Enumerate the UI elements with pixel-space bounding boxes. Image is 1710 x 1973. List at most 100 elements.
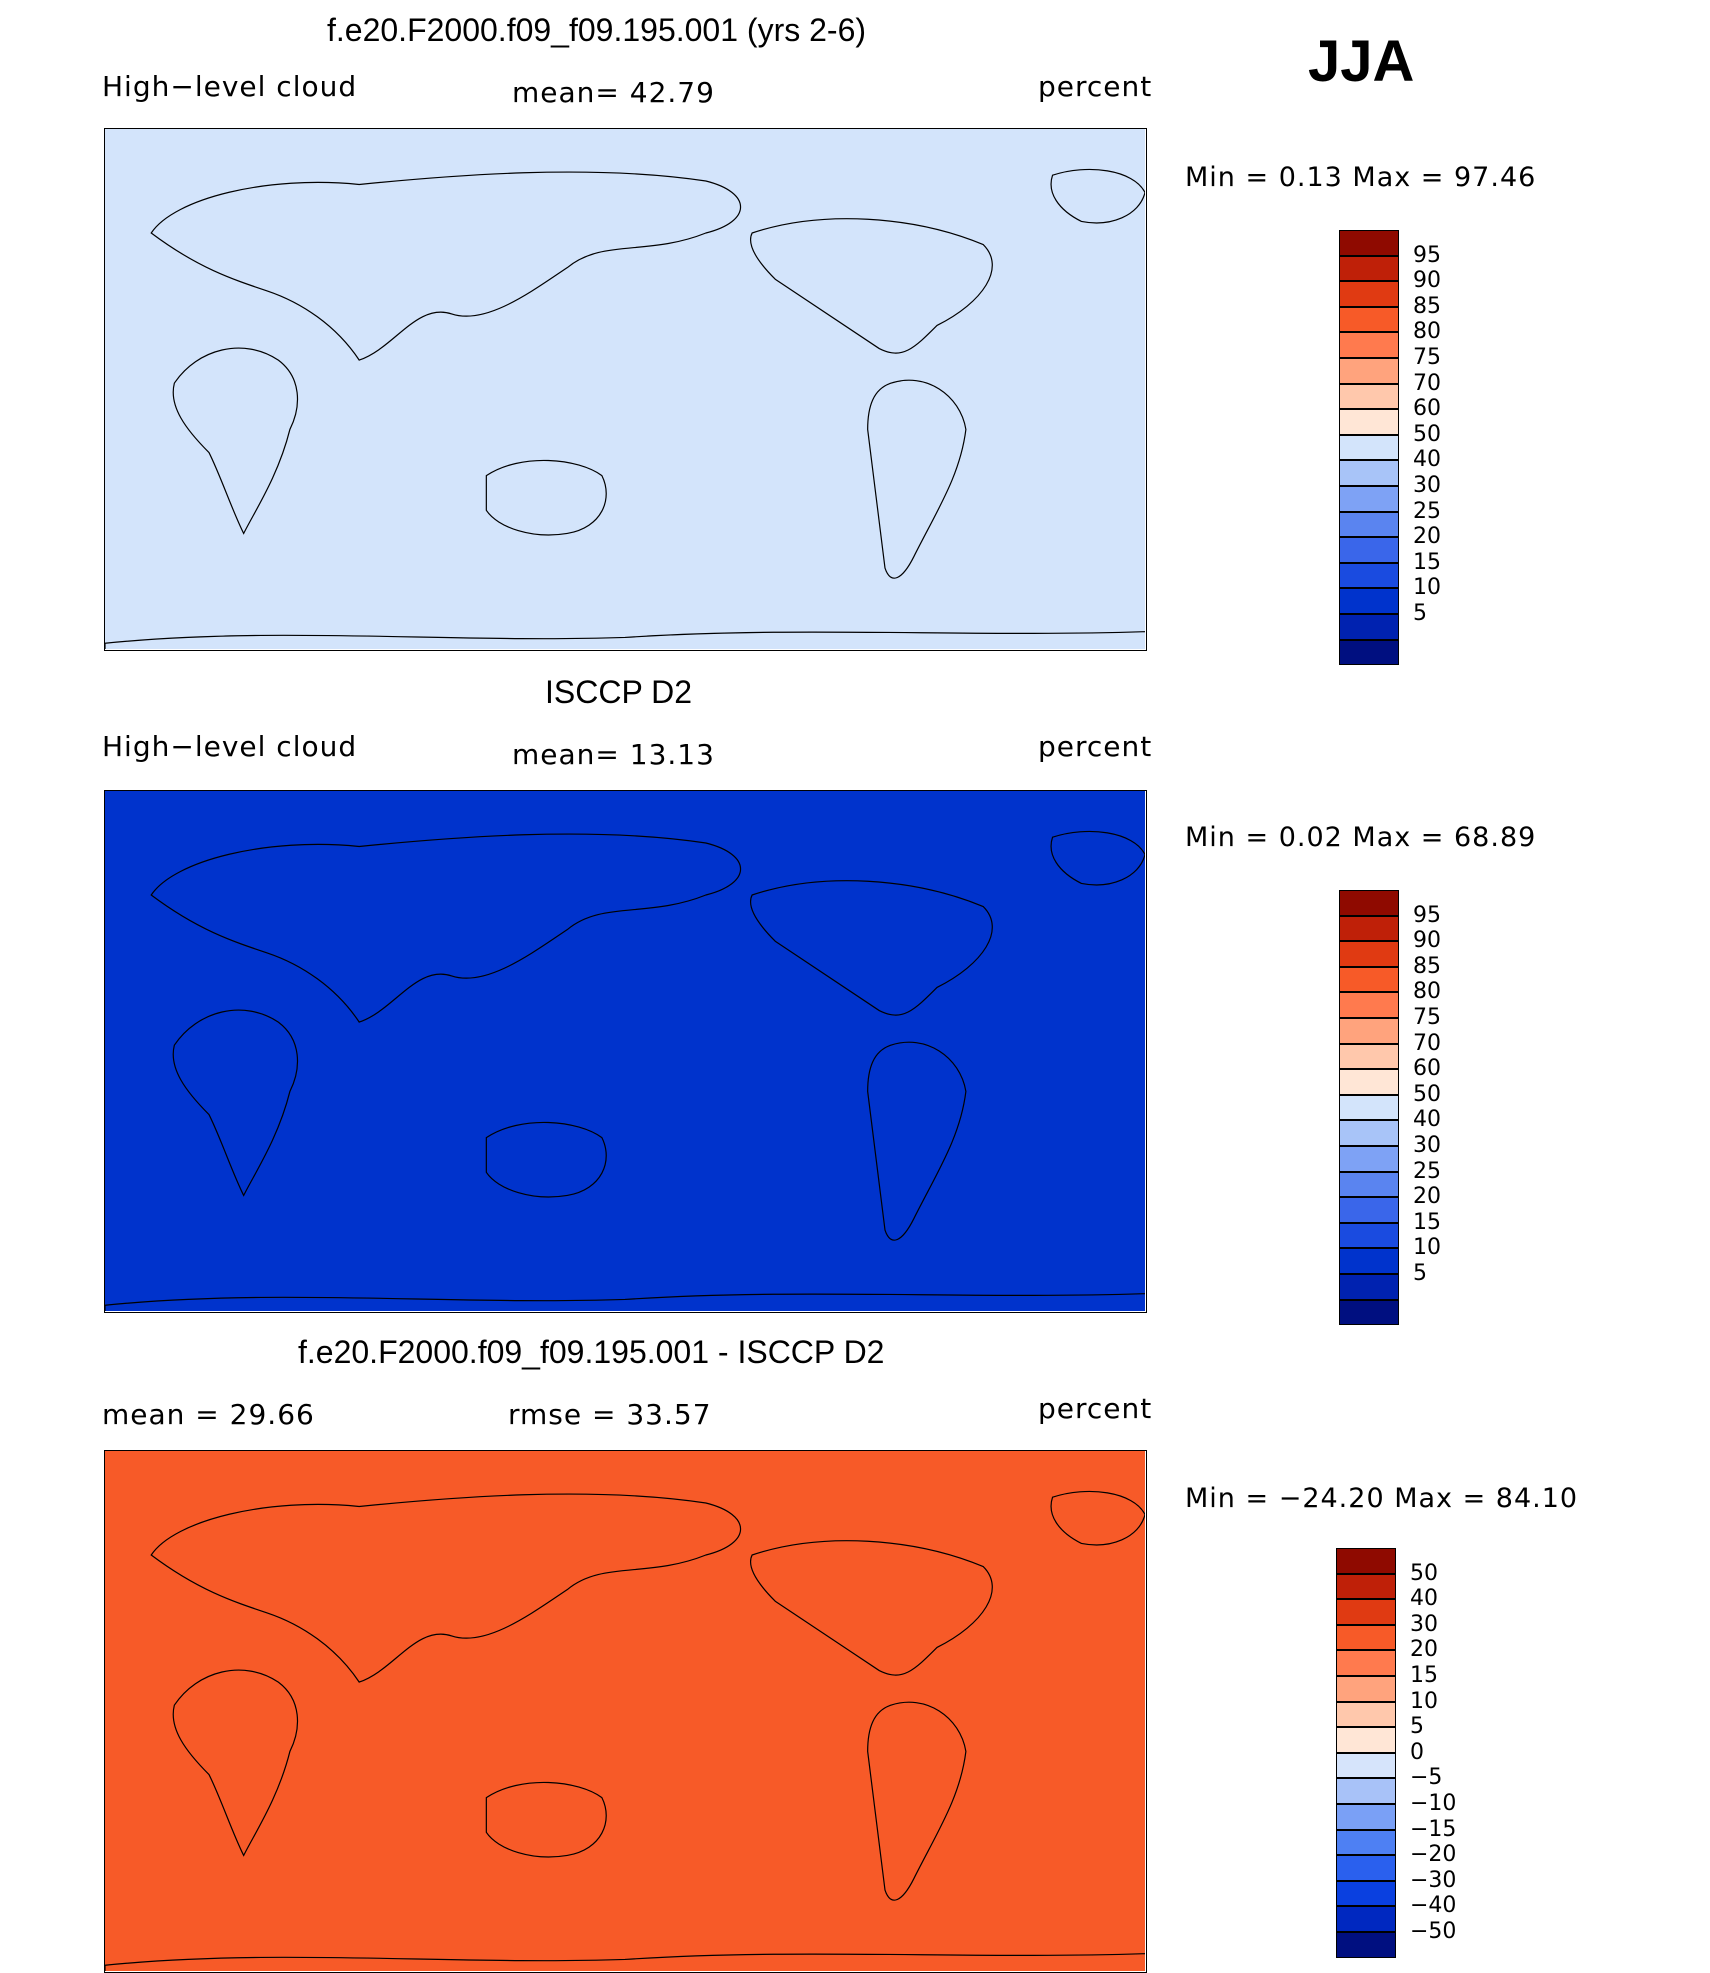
- colorbar-swatch: [1339, 332, 1399, 358]
- map-field: [105, 791, 1145, 1311]
- colorbar-tick-label: 95: [1413, 902, 1441, 928]
- colorbar-tick-label: 50: [1413, 1081, 1441, 1107]
- colorbar-tick-label: 30: [1410, 1611, 1438, 1637]
- colorbar-swatch: [1339, 255, 1399, 282]
- coastline: [751, 1541, 993, 1675]
- colorbar-tick-label: 5: [1413, 601, 1427, 626]
- coastline: [486, 460, 606, 535]
- colorbar-tick-label: 50: [1410, 1560, 1438, 1586]
- colorbar-tick-label: 30: [1413, 1133, 1441, 1158]
- colorbar-tick-label: −15: [1410, 1816, 1457, 1842]
- colorbar-swatch: [1339, 941, 1399, 967]
- colorbar-tick-label: 80: [1413, 979, 1441, 1005]
- colorbar-tick-label: 20: [1413, 524, 1441, 550]
- colorbar-tick-label: 10: [1413, 1235, 1441, 1261]
- colorbar-tick-label: −40: [1410, 1893, 1457, 1919]
- colorbar-swatch: [1336, 1599, 1396, 1625]
- colorbar-swatch: [1339, 915, 1399, 942]
- colorbar-swatch: [1336, 1676, 1396, 1702]
- map-plot: [104, 128, 1147, 651]
- units-label: percent: [1038, 730, 1153, 763]
- map-background: [105, 791, 1145, 1311]
- colorbar-swatch: [1339, 890, 1399, 916]
- coastline: [486, 1782, 606, 1857]
- colorbar-tick-label: 90: [1413, 928, 1441, 954]
- colorbar-tick-label: 25: [1413, 1158, 1441, 1184]
- units-label: percent: [1038, 70, 1153, 103]
- coastline: [868, 380, 966, 578]
- colorbar-tick-label: 0: [1410, 1739, 1424, 1765]
- colorbar-tick-label: 70: [1413, 370, 1441, 396]
- colorbar-tick-label: 75: [1413, 1005, 1441, 1030]
- colorbar-tick-label: 85: [1413, 293, 1441, 319]
- colorbar-swatch: [1339, 358, 1399, 384]
- colorbar-swatch: [1336, 1829, 1396, 1856]
- colorbar-tick-label: 85: [1413, 953, 1441, 979]
- colorbar-tick-label: 80: [1413, 319, 1441, 345]
- colorbar-swatch: [1339, 992, 1399, 1018]
- colorbar-tick-label: 5: [1410, 1714, 1424, 1740]
- colorbar-tick-label: 50: [1413, 421, 1441, 447]
- mean-label: mean= 13.13: [512, 738, 715, 771]
- colorbar-swatch: [1339, 1094, 1399, 1121]
- colorbar-swatch: [1339, 562, 1399, 589]
- colorbar-tick-label: −10: [1410, 1791, 1457, 1816]
- colorbar-tick-label: 40: [1413, 1107, 1441, 1133]
- colorbar-swatch: [1339, 966, 1399, 993]
- coastline: [173, 348, 297, 533]
- minmax-label: Min = 0.02 Max = 68.89: [1185, 822, 1537, 853]
- colorbar-tick-label: 75: [1413, 345, 1441, 370]
- colorbar-tick-label: 60: [1413, 396, 1441, 422]
- colorbar-swatch: [1339, 1274, 1399, 1300]
- colorbar-swatch: [1336, 1778, 1396, 1804]
- coastline: [151, 834, 740, 1022]
- colorbar-tick-label: 10: [1413, 575, 1441, 601]
- map-field: [105, 1451, 1145, 1971]
- colorbar-swatch: [1336, 1727, 1396, 1753]
- coastline: [1051, 1491, 1145, 1544]
- colorbar-swatch: [1339, 306, 1399, 333]
- colorbar-tick-label: 40: [1410, 1586, 1438, 1612]
- colorbar-swatch: [1339, 383, 1399, 410]
- coastline: [1051, 831, 1145, 884]
- colorbar-swatch: [1336, 1906, 1396, 1932]
- colorbar-swatch: [1336, 1624, 1396, 1651]
- colorbar-tick-label: 5: [1413, 1261, 1427, 1286]
- coastline: [151, 172, 740, 360]
- colorbar-tick-label: 20: [1413, 1184, 1441, 1210]
- colorbar-tick-label: −30: [1410, 1867, 1457, 1893]
- colorbar-swatch: [1336, 1650, 1396, 1676]
- colorbar-swatch: [1339, 1120, 1399, 1146]
- coastline: [105, 1954, 1145, 1971]
- colorbar-swatch: [1339, 434, 1399, 461]
- colorbar-swatch: [1336, 1932, 1396, 1958]
- colorbar-swatch: [1339, 1197, 1399, 1223]
- coastline: [751, 219, 993, 353]
- mean-label: mean= 42.79: [512, 76, 715, 109]
- colorbar-tick-label: 60: [1413, 1056, 1441, 1082]
- map-plot: [104, 790, 1147, 1313]
- panel-title: ISCCP D2: [545, 674, 693, 710]
- colorbar-swatch: [1336, 1573, 1396, 1600]
- colorbar-swatch: [1339, 588, 1399, 614]
- colorbar-swatch: [1339, 511, 1399, 538]
- colorbar-swatch: [1336, 1548, 1396, 1574]
- variable-label: High−level cloud: [102, 730, 358, 763]
- colorbar-tick-label: 70: [1413, 1030, 1441, 1056]
- variable-label: High−level cloud: [102, 70, 358, 103]
- minmax-label: Min = 0.13 Max = 97.46: [1185, 162, 1537, 193]
- colorbar-tick-label: 95: [1413, 242, 1441, 268]
- panel-title: f.e20.F2000.f09_f09.195.001 (yrs 2-6): [327, 12, 867, 48]
- colorbar-swatch: [1336, 1855, 1396, 1881]
- colorbar-swatch: [1339, 1171, 1399, 1198]
- coastline: [751, 881, 993, 1015]
- coastline: [105, 632, 1145, 649]
- colorbar-swatch: [1339, 1248, 1399, 1274]
- colorbar-tick-label: 90: [1413, 268, 1441, 294]
- colorbar-tick-label: 30: [1413, 473, 1441, 498]
- colorbar-swatch: [1339, 1222, 1399, 1249]
- units-label: percent: [1038, 1392, 1153, 1425]
- colorbar-tick-label: 25: [1413, 498, 1441, 524]
- colorbar-tick-label: 15: [1413, 549, 1441, 575]
- mean-label: mean = 29.66: [102, 1398, 315, 1431]
